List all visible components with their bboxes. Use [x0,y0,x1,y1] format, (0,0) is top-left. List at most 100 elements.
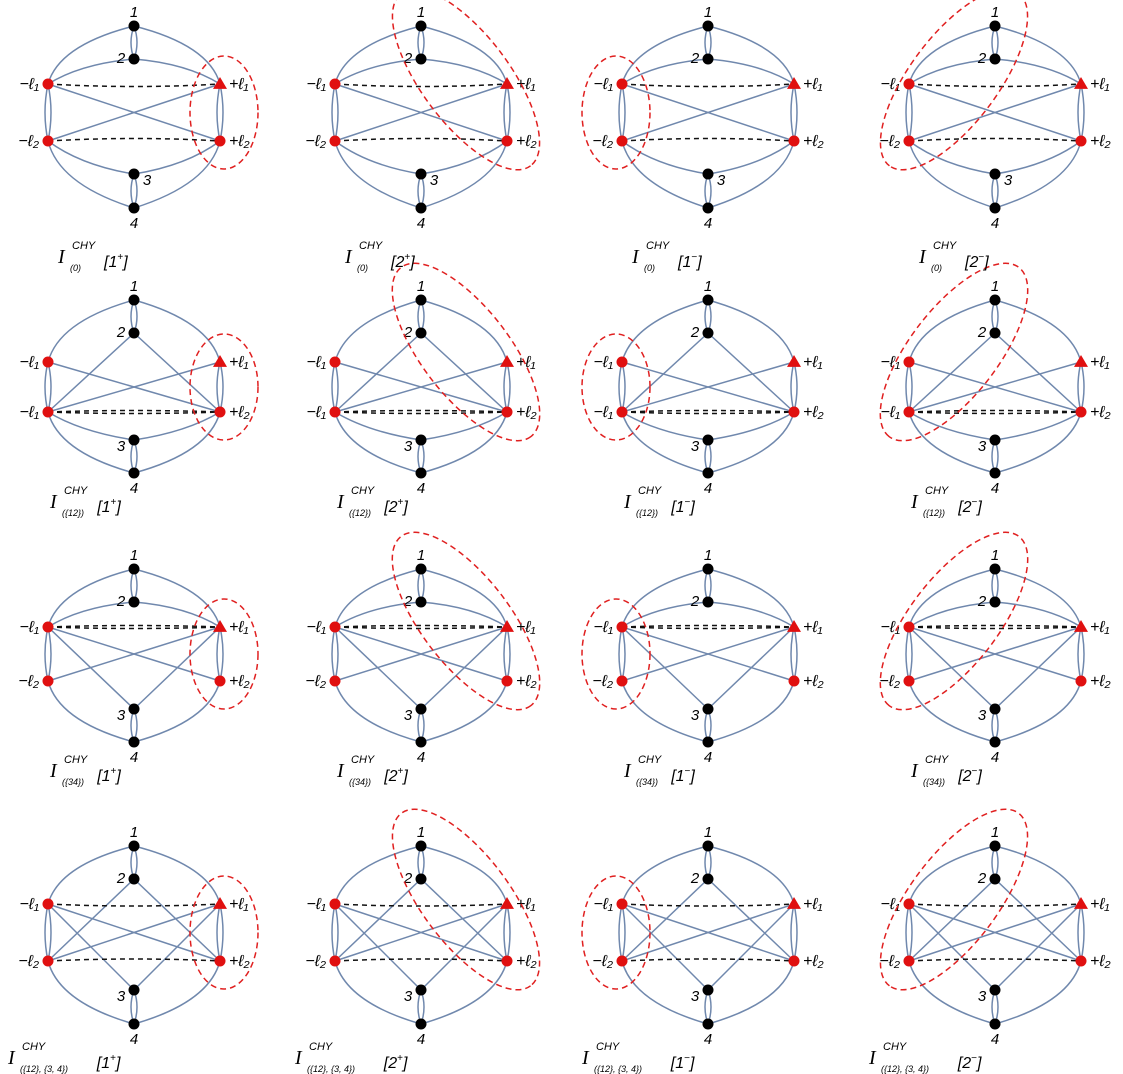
caption-argument: [2+] [384,766,408,785]
r1c2-edge-l1p-l2p-b [506,83,511,142]
r2c2-edge-2-b [334,332,422,413]
caption-symbol: I [8,1047,15,1069]
r4c4-edge-1-l1m [908,845,996,905]
r3c2-edge-l1m-l2m-b [334,626,339,682]
r1c4-label-minus-l-bottom: −ℓ₂ [879,133,900,150]
r2c2-dashed-1 [334,409,508,413]
r1c1-vertex-v2 [128,53,140,65]
r2c4-dashed-1 [908,409,1082,413]
r1c1-vertex-v1 [128,20,140,32]
r2c4-dashed-2 [908,411,1082,415]
r3c2-dashed-1 [334,624,508,628]
caption-superscript: CHY [925,754,949,766]
r1c1-dashed-bottom [47,137,221,142]
r3c4-vertex-l2-plus [1075,675,1087,687]
r3c3-vertex-v1 [702,563,714,575]
r2c2-edge-cross-2 [334,361,508,413]
r4c4-vertex-v3 [989,984,1001,996]
r1c4-edge-l1p-l2p-a [1077,83,1082,142]
r3c4-cut-ellipse-2- [879,531,1029,711]
r4c1-edge-4-l2p [133,960,221,1025]
r1c4-vertex-l2-plus [1075,135,1087,147]
r3c1-vertex-v2 [128,596,140,608]
r3c3-label-3: 3 [691,707,700,724]
r2c4-edge-2-b [908,332,996,413]
r4c1-dashed-bottom [47,958,221,962]
r2c4-label-4: 4 [991,480,999,497]
r2c3-edge-l1p-l2p-a [790,361,795,413]
caption-superscript: CHY [638,485,662,497]
r4c2-dashed-bottom [334,958,508,962]
r3c1-cut-ellipse-1+ [189,598,259,710]
r2c4-label-minus-l-top: −ℓ₁ [880,354,900,371]
r3c1-edge-cross-2 [47,626,221,682]
caption-argument: [2−] [958,497,982,516]
r4c2-label-minus-l-top: −ℓ₁ [306,896,326,913]
r1c4-dashed-bottom [908,137,1082,142]
r4c2-vertex-l1-plus-triangle [500,897,514,909]
r2c2-edge-4-l2p [420,411,508,474]
r2c1-edge-l1p-l2p-b [219,361,224,413]
r3c2-label-4: 4 [417,749,425,766]
r4c1-label-plus-l2: +ℓ₂ [229,953,250,970]
r3c3-vertex-l2-plus [788,675,800,687]
r3c1-edge-l1m-l2m-a [44,626,49,682]
r1c3-label-3: 3 [717,172,726,189]
caption-superscript: CHY [351,754,375,766]
r2c2-cut-ellipse-2+ [391,262,541,442]
r2c3-edge-4-l2p [707,411,795,474]
r4c1-edge-l1p-l2p-a [216,903,221,962]
r3c4-edge-2-p [994,601,1082,628]
r3c4-dashed-1 [908,624,1082,628]
r3c1-edge-2-p [133,601,221,628]
r2c2-edge-1-l1m [334,299,422,363]
r4c1-dashed-top [47,903,221,907]
r3c1-label-1: 1 [130,547,138,564]
r1c4-edge-l1m-l2m-a [905,83,910,142]
r4c4-edge-1-l1p [994,845,1082,905]
r3c3-edge-l1m-l2m-b [621,626,626,682]
r4c4-label-3: 3 [978,988,987,1005]
r1c2-label-minus-l-bottom: −ℓ₂ [305,133,326,150]
r3c3-label-2: 2 [690,593,700,610]
r3c3-dashed-1 [621,624,795,628]
r1c1-vertex-v3 [128,168,140,180]
r4c2-label-plus-l1: +ℓ₁ [516,896,536,913]
r2c3-vertex-v2 [702,327,714,339]
r3c1-edge-l1m-l2m-b [47,626,52,682]
r1c1-edge-l1m-l2m-a [44,83,49,142]
r4c3-label-3: 3 [691,988,700,1005]
r3c4-label-4: 4 [991,749,999,766]
r2c3-label-1: 1 [704,278,712,295]
r1c2-dashed-top [334,83,508,88]
r1c1-label-minus-l-top: −ℓ₁ [19,76,39,93]
r4c4-vertex-l2-minus [903,955,915,967]
r4c3-vertex-l1-plus-triangle [787,897,801,909]
caption-superscript: CHY [646,240,670,252]
r3c1-label-3: 3 [117,707,126,724]
caption-subscript: ({34}) [62,777,85,787]
r1c4-label-3: 3 [1004,172,1013,189]
r4c1-vertex-l2-minus [42,955,54,967]
r4c4-dashed-bottom [908,958,1082,962]
r3c3-label-minus-l-bottom: −ℓ₂ [592,673,613,690]
r1c2-label-plus-l1: +ℓ₁ [516,76,536,93]
r4c4-edge-cross-2 [908,903,1082,962]
r2c1-vertex-v3 [128,434,140,446]
r1c2-edge-4-l2p [420,140,508,209]
r3c4-vertex-v4 [989,736,1001,748]
r1c4-vertex-v3 [989,168,1001,180]
r2c3-label-3: 3 [691,438,700,455]
r3c3-dashed-2 [621,626,795,630]
r1c3-label-minus-l-bottom: −ℓ₂ [592,133,613,150]
r1c1-edge-3-q [133,140,221,175]
r2c3-dashed-2 [621,411,795,415]
r1c3-dashed-top [621,83,795,88]
r2c4-edge-3-b [908,411,996,441]
r1c3-edge-l1p-l2p-a [790,83,795,142]
r4c3-edge-cross-2 [621,903,795,962]
r3c3-label-plus-l1: +ℓ₁ [803,619,823,636]
r2c4-vertex-l2-plus [1075,406,1087,418]
r1c2-edge-1-l1m [334,25,422,85]
caption-symbol: I [337,760,344,782]
